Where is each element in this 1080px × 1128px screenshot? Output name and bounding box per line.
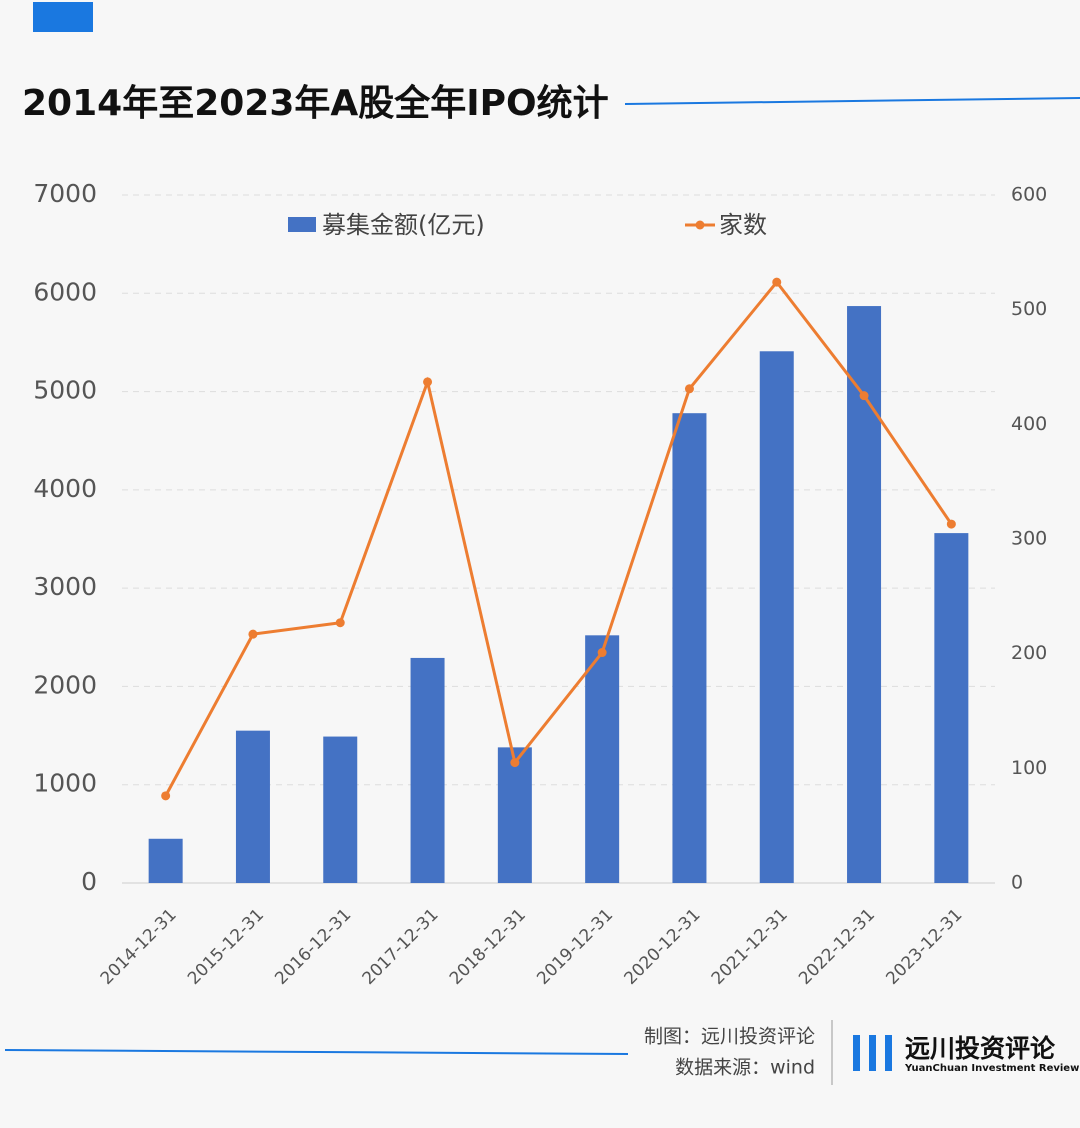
point — [684, 384, 694, 394]
legend-swatch — [695, 220, 705, 230]
y2-tick-label: 100 — [1011, 757, 1047, 779]
x-tick-label: 2018-12-31 — [446, 905, 530, 989]
y2-tick-label: 500 — [1011, 298, 1047, 320]
bar — [410, 657, 445, 883]
legend-swatch — [288, 217, 316, 232]
logo-bar — [853, 1035, 860, 1071]
line — [164, 279, 953, 797]
brand-en: YuanChuan Investment Review — [904, 1063, 1079, 1074]
point — [335, 618, 345, 628]
bar — [148, 838, 183, 883]
brand: 远川投资评论 — [905, 1034, 1056, 1063]
point — [161, 791, 171, 801]
x-tick-label: 2021-12-31 — [708, 905, 792, 989]
y2-tick-label: 600 — [1011, 184, 1047, 206]
y2-tick-label: 300 — [1011, 528, 1047, 550]
source: 数据来源：wind — [675, 1057, 815, 1079]
y-tick-label: 7000 — [33, 179, 97, 208]
y2-tick-label: 200 — [1011, 642, 1047, 664]
bar — [323, 736, 358, 883]
bar — [847, 306, 882, 883]
point — [423, 377, 433, 387]
point — [772, 277, 782, 287]
x-tick-label: 2017-12-31 — [359, 905, 443, 989]
bar — [934, 533, 969, 883]
logo-bar — [869, 1035, 876, 1071]
logo-bar — [885, 1035, 892, 1071]
y-tick-label: 1000 — [33, 769, 97, 798]
bar — [759, 351, 794, 883]
credit: 制图：远川投资评论 — [644, 1026, 815, 1048]
legend-label: 家数 — [719, 211, 767, 239]
bar — [235, 730, 270, 883]
y-tick-label: 0 — [81, 867, 97, 896]
point — [597, 648, 607, 658]
point — [510, 758, 520, 768]
bar — [497, 747, 532, 883]
x-tick-label: 2015-12-31 — [184, 905, 268, 989]
y-tick-label: 5000 — [33, 376, 97, 405]
x-tick-label: 2016-12-31 — [271, 905, 355, 989]
x-tick-label: 2020-12-31 — [621, 905, 705, 989]
y-tick-label: 6000 — [33, 277, 97, 306]
footer-rule — [4, 1049, 629, 1055]
y-tick-label: 2000 — [33, 670, 97, 699]
legend-label: 募集金额(亿元) — [322, 211, 485, 239]
chart-title: 2014年至2023年A股全年IPO统计 — [22, 82, 609, 124]
y-tick-label: 3000 — [33, 572, 97, 601]
y-tick-label: 4000 — [33, 474, 97, 503]
header-block — [33, 2, 93, 32]
x-tick-label: 2014-12-31 — [97, 905, 181, 989]
title-rule — [624, 97, 1080, 105]
x-tick-label: 2023-12-31 — [882, 905, 966, 989]
x-tick-label: 2019-12-31 — [533, 905, 617, 989]
point — [248, 629, 258, 639]
y2-tick-label: 0 — [1011, 872, 1023, 894]
y2-tick-label: 400 — [1011, 413, 1047, 435]
point — [859, 391, 869, 401]
bar — [672, 413, 707, 883]
logo — [853, 1035, 892, 1071]
x-tick-label: 2022-12-31 — [795, 905, 879, 989]
bar — [585, 635, 620, 883]
point — [946, 519, 956, 529]
